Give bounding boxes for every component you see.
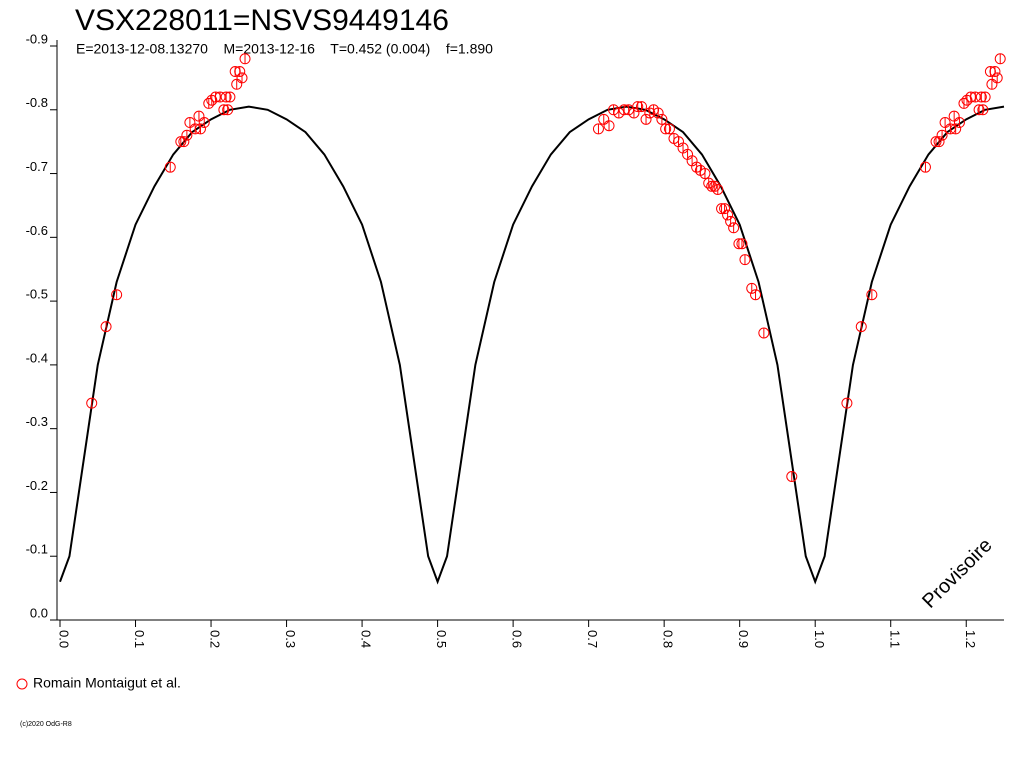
data-point xyxy=(855,321,867,333)
y-tick-label: -0.8 xyxy=(26,95,48,110)
x-tick-label: 0.8 xyxy=(661,630,676,648)
data-point xyxy=(716,203,728,215)
copyright: (c)2020 OdG-R8 xyxy=(20,721,72,728)
x-tick-label: 0.0 xyxy=(57,630,72,648)
data-point xyxy=(786,471,798,482)
y-tick-label: -0.7 xyxy=(26,159,48,174)
y-tick-label: -0.6 xyxy=(26,223,48,238)
y-tick-label: -0.3 xyxy=(26,414,48,429)
data-point xyxy=(100,321,112,333)
data-point xyxy=(725,215,737,227)
data-point xyxy=(181,129,193,141)
data-point xyxy=(953,117,965,129)
data-point xyxy=(236,72,248,84)
data-point xyxy=(663,123,675,135)
data-point xyxy=(712,184,724,195)
data-point xyxy=(736,238,748,250)
x-tick-label: 0.9 xyxy=(736,630,751,648)
x-tick-label: 0.7 xyxy=(585,630,600,648)
chart-title: VSX228011=NSVS9449146 xyxy=(75,4,449,37)
x-tick-label: 0.4 xyxy=(359,630,374,648)
data-point xyxy=(239,53,251,65)
legend-label: Romain Montaigut et al. xyxy=(33,675,181,691)
y-tick-label: -0.5 xyxy=(26,287,48,302)
data-point xyxy=(719,203,731,215)
data-point xyxy=(979,91,991,103)
data-point xyxy=(709,180,721,192)
data-point xyxy=(958,97,970,109)
data-point xyxy=(733,238,745,250)
data-point xyxy=(728,222,740,234)
x-tick-label: 0.2 xyxy=(208,630,223,648)
x-tick-label: 0.3 xyxy=(283,630,298,648)
model-curve xyxy=(59,105,1005,585)
data-point xyxy=(603,120,615,132)
data-point xyxy=(178,136,190,148)
data-point xyxy=(592,123,604,135)
data-point xyxy=(989,66,1001,78)
y-tick-label: -0.9 xyxy=(26,31,48,46)
data-point xyxy=(994,53,1006,65)
data-point xyxy=(656,113,668,125)
data-point xyxy=(203,97,215,109)
data-point xyxy=(703,177,715,189)
data-point xyxy=(224,91,236,103)
data-point xyxy=(739,254,751,266)
data-point xyxy=(222,104,234,116)
data-point xyxy=(198,117,210,129)
y-tick-label: 0.0 xyxy=(30,605,48,620)
x-tick-label: 0.1 xyxy=(132,630,147,648)
data-point xyxy=(758,327,770,339)
y-tick-label: -0.2 xyxy=(26,478,48,493)
data-point xyxy=(111,289,123,301)
data-point xyxy=(841,397,853,409)
x-tick-label: 1.2 xyxy=(963,630,978,648)
data-point xyxy=(234,66,246,78)
data-point xyxy=(991,72,1003,84)
data-point xyxy=(866,289,878,301)
x-tick-label: 0.5 xyxy=(434,630,449,648)
data-point xyxy=(699,168,711,180)
data-point xyxy=(636,101,648,113)
x-tick-label: 1.0 xyxy=(812,630,827,648)
data-point xyxy=(933,136,945,148)
x-tick-label: 0.6 xyxy=(510,630,525,648)
x-tick-label: 1.1 xyxy=(887,630,902,648)
data-point xyxy=(936,129,948,141)
data-point xyxy=(175,136,187,148)
y-tick-label: -0.4 xyxy=(26,350,48,365)
data-point xyxy=(919,161,931,173)
data-point xyxy=(930,136,942,148)
chart-subtitle: E=2013-12-08.13270 M=2013-12-16 T=0.452 … xyxy=(76,41,493,57)
y-tick-label: -0.1 xyxy=(26,542,48,557)
data-point xyxy=(86,397,98,409)
data-point xyxy=(750,289,762,301)
data-point xyxy=(164,161,176,173)
legend-marker xyxy=(16,678,28,690)
data-point xyxy=(706,180,718,192)
data-point xyxy=(722,209,734,221)
data-point xyxy=(977,104,989,116)
